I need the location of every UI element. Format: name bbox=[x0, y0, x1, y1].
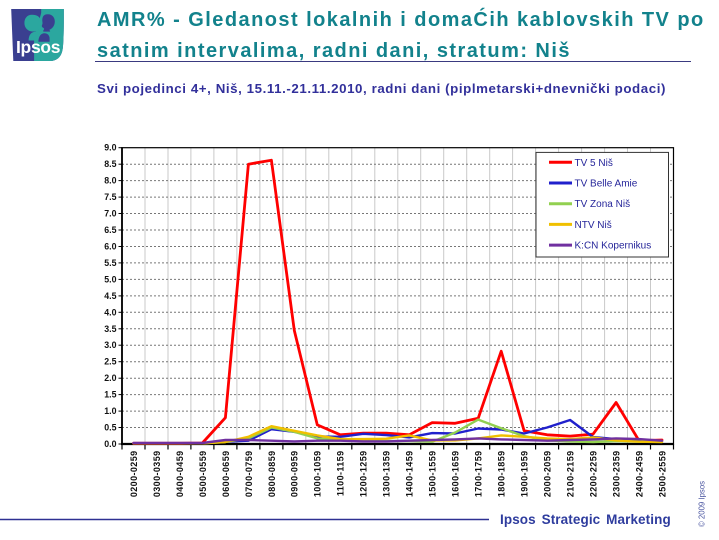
svg-text:1800-1859: 1800-1859 bbox=[497, 451, 507, 498]
svg-text:2200-2259: 2200-2259 bbox=[589, 451, 599, 498]
svg-text:1200-1259: 1200-1259 bbox=[359, 451, 369, 498]
svg-text:TV Belle Amie: TV Belle Amie bbox=[575, 179, 638, 190]
svg-text:0900-0959: 0900-0959 bbox=[290, 451, 300, 498]
svg-text:0600-0659: 0600-0659 bbox=[221, 451, 231, 498]
svg-text:0300-0359: 0300-0359 bbox=[152, 451, 162, 498]
svg-text:4.5: 4.5 bbox=[104, 291, 116, 301]
svg-text:1600-1659: 1600-1659 bbox=[451, 451, 461, 498]
svg-text:6.0: 6.0 bbox=[104, 242, 116, 252]
svg-text:1900-1959: 1900-1959 bbox=[520, 451, 530, 498]
svg-text:1400-1459: 1400-1459 bbox=[405, 451, 415, 498]
svg-text:0400-0459: 0400-0459 bbox=[175, 451, 185, 498]
svg-text:© 2009 Ipsos: © 2009 Ipsos bbox=[698, 481, 707, 527]
svg-text:7.5: 7.5 bbox=[104, 192, 116, 202]
svg-text:1000-1059: 1000-1059 bbox=[313, 451, 323, 498]
svg-text:0200-0259: 0200-0259 bbox=[129, 451, 139, 498]
svg-text:3.5: 3.5 bbox=[104, 324, 116, 334]
svg-text:0500-0559: 0500-0559 bbox=[198, 451, 208, 498]
svg-text:5.5: 5.5 bbox=[104, 258, 116, 268]
svg-text:2100-2159: 2100-2159 bbox=[566, 451, 576, 498]
svg-text:6.5: 6.5 bbox=[104, 225, 116, 235]
svg-text:2.5: 2.5 bbox=[104, 357, 116, 367]
svg-text:1.0: 1.0 bbox=[104, 406, 116, 416]
svg-text:4.0: 4.0 bbox=[104, 307, 116, 317]
svg-text:2000-2059: 2000-2059 bbox=[543, 451, 553, 498]
svg-text:Ipsos: Ipsos bbox=[16, 37, 61, 57]
svg-text:7.0: 7.0 bbox=[104, 209, 116, 219]
svg-text:2400-2459: 2400-2459 bbox=[634, 451, 644, 498]
svg-text:1300-1359: 1300-1359 bbox=[382, 451, 392, 498]
svg-text:3.0: 3.0 bbox=[104, 340, 116, 350]
svg-text:2500-2559: 2500-2559 bbox=[657, 451, 667, 498]
svg-text:0.0: 0.0 bbox=[104, 439, 116, 449]
svg-text:0700-0759: 0700-0759 bbox=[244, 451, 254, 498]
svg-text:TV 5 Niš: TV 5 Niš bbox=[575, 158, 613, 169]
svg-text:8.5: 8.5 bbox=[104, 159, 116, 169]
svg-text:2.0: 2.0 bbox=[104, 373, 116, 383]
svg-text:1700-1759: 1700-1759 bbox=[474, 451, 484, 498]
svg-text:5.0: 5.0 bbox=[104, 274, 116, 284]
svg-text:1500-1559: 1500-1559 bbox=[428, 451, 438, 498]
svg-text:Ipsos Strategic Marketing: Ipsos Strategic Marketing bbox=[500, 512, 671, 527]
svg-text:NTV Niš: NTV Niš bbox=[575, 220, 612, 231]
svg-text:1.5: 1.5 bbox=[104, 390, 116, 400]
svg-text:2300-2359: 2300-2359 bbox=[612, 451, 622, 498]
svg-text:9.0: 9.0 bbox=[104, 143, 116, 153]
svg-text:0800-0859: 0800-0859 bbox=[267, 451, 277, 498]
svg-text:K:CN Kopernikus: K:CN Kopernikus bbox=[575, 241, 652, 252]
svg-text:0.5: 0.5 bbox=[104, 423, 116, 433]
svg-text:8.0: 8.0 bbox=[104, 176, 116, 186]
svg-text:1100-1159: 1100-1159 bbox=[336, 451, 346, 497]
svg-text:TV Zona Niš: TV Zona Niš bbox=[575, 199, 631, 210]
